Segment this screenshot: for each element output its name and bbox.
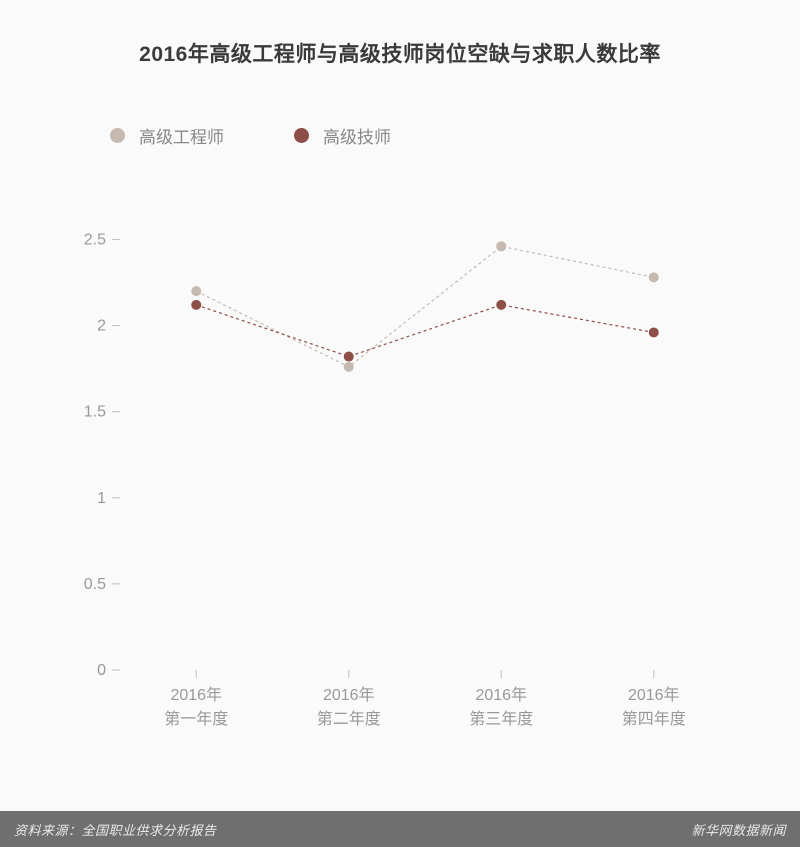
footer-brand: 新华网数据新闻 (691, 820, 786, 839)
svg-text:2016年: 2016年 (170, 686, 222, 704)
svg-text:0.5: 0.5 (84, 576, 106, 593)
chart-area: 0 0.5 1 1.5 2 2.5 2016年第一年度 2016年第二年度 2016年第三年度 2… (60, 195, 760, 755)
legend: 高级工程师 高级技师 (0, 123, 800, 148)
legend-dot-1 (294, 128, 309, 143)
legend-label-0: 高级工程师 (139, 123, 224, 148)
footer-source: 资料来源：全国职业供求分析报告 (14, 820, 217, 839)
chart-title: 2016年高级工程师与高级技师岗位空缺与求职人数比率 (0, 0, 800, 68)
svg-text:第二年度: 第二年度 (317, 710, 381, 728)
legend-item-0: 高级工程师 (110, 123, 224, 148)
svg-text:0: 0 (97, 662, 106, 679)
svg-text:1.5: 1.5 (84, 404, 106, 421)
footer-bar: 资料来源：全国职业供求分析报告 新华网数据新闻 (0, 811, 800, 847)
svg-text:2.5: 2.5 (84, 231, 106, 248)
legend-item-1: 高级技师 (294, 123, 391, 148)
svg-text:第三年度: 第三年度 (469, 710, 533, 728)
svg-text:2016年: 2016年 (628, 686, 680, 704)
svg-text:第四年度: 第四年度 (622, 710, 686, 728)
svg-text:2016年: 2016年 (475, 686, 527, 704)
legend-dot-0 (110, 128, 125, 143)
svg-text:1: 1 (97, 490, 106, 507)
svg-text:2016年: 2016年 (323, 686, 375, 704)
svg-text:第一年度: 第一年度 (164, 710, 228, 728)
line-chart-svg: 0 0.5 1 1.5 2 2.5 2016年第一年度 2016年第二年度 2016年第三年度 2… (60, 195, 760, 755)
legend-label-1: 高级技师 (323, 123, 391, 148)
svg-text:2: 2 (97, 318, 106, 335)
